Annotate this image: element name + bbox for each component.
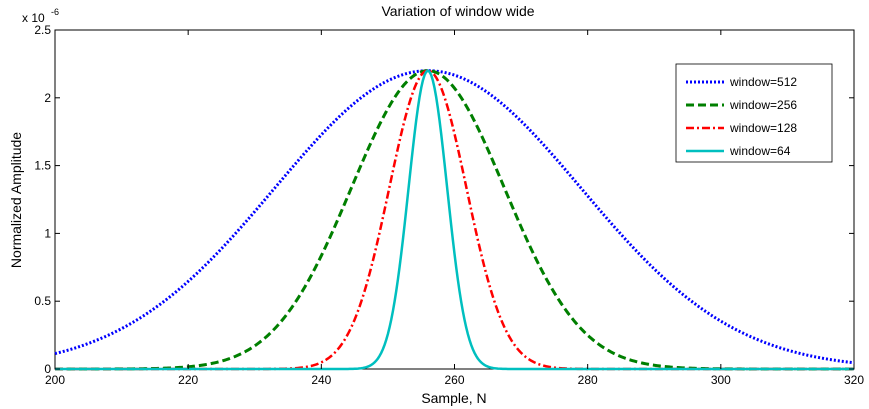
x-tick-label: 220: [178, 373, 198, 387]
y-tick-label: 2.5: [34, 23, 51, 37]
y-tick-label: 2: [44, 91, 51, 105]
legend-label-3: window=64: [729, 144, 791, 158]
y-exponent-base: x 10: [22, 11, 45, 25]
x-tick-label: 280: [578, 373, 598, 387]
series-line-0: [54, 69, 855, 365]
y-tick-label: 0: [44, 362, 51, 376]
legend-box: [675, 63, 833, 163]
x-axis-label: Sample, N: [421, 390, 486, 406]
y-tick-label: 1.5: [34, 159, 51, 173]
x-tick-label: 300: [711, 373, 731, 387]
legend-label-2: window=128: [729, 121, 797, 135]
x-tick-label: 240: [311, 373, 331, 387]
y-tick-label: 0.5: [34, 294, 51, 308]
y-tick-label: 1: [44, 226, 51, 240]
legend-label-1: window=256: [729, 98, 797, 112]
x-tick-label: 260: [444, 373, 464, 387]
x-tick-label: 200: [45, 373, 65, 387]
y-axis-label: Normalized Amplitude: [8, 132, 24, 268]
y-exponent: x 10 -6: [22, 7, 59, 25]
ticks-layer: 200 220 240 260 280 300 320 0 0.5 1 1.5 2 2.5: [34, 23, 864, 387]
chart-title: Variation of window wide: [381, 3, 534, 19]
x-tick-label: 320: [844, 373, 864, 387]
legend: window=512 window=256 window=128 window=64: [675, 63, 833, 163]
legend-label-0: window=512: [729, 75, 797, 89]
y-exponent-power: -6: [51, 7, 59, 17]
